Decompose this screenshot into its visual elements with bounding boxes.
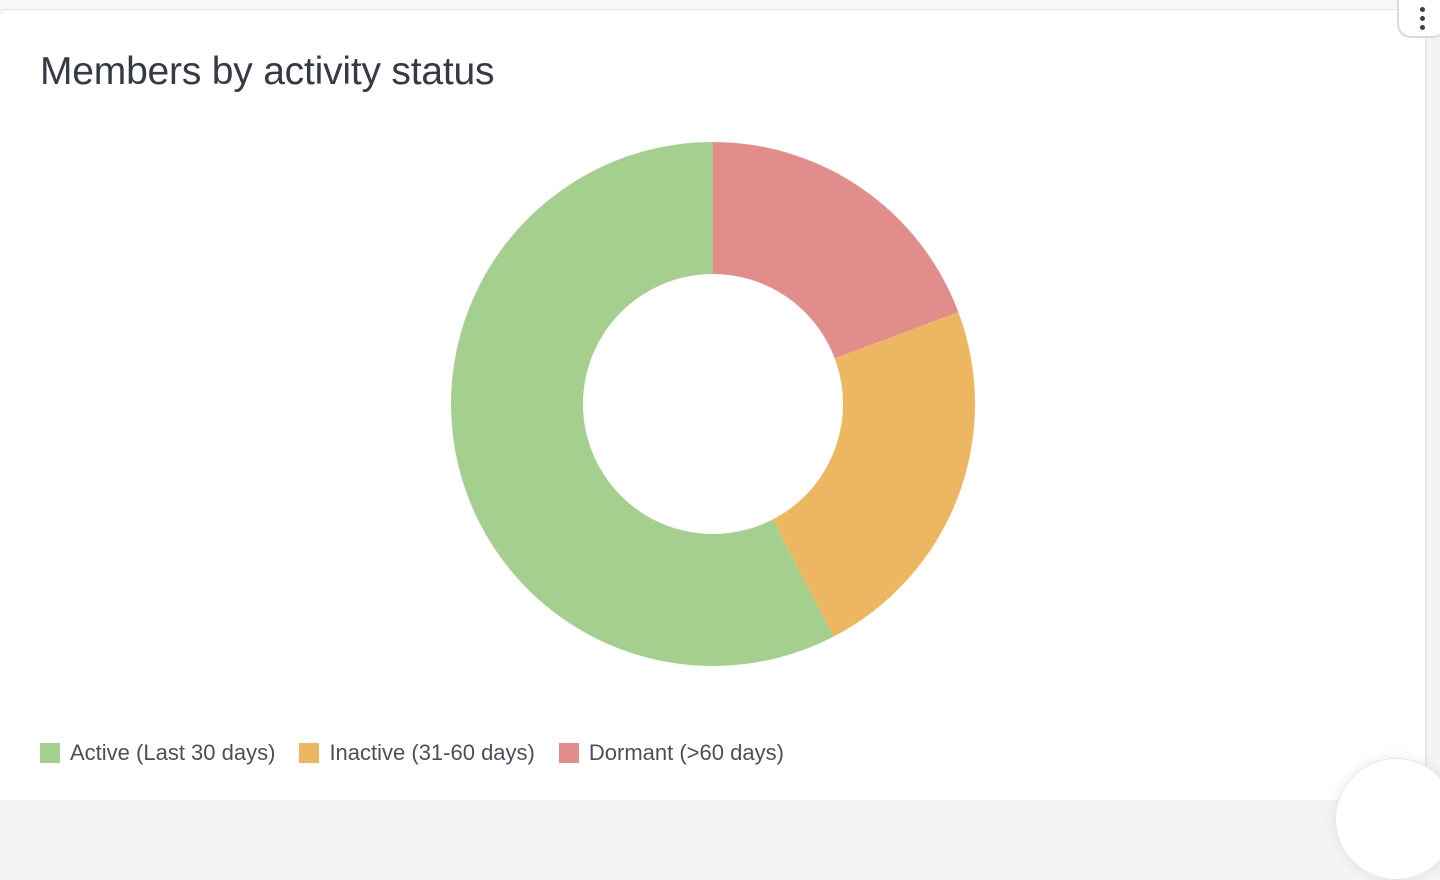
card-menu-button[interactable] — [1397, 0, 1440, 38]
donut-chart — [451, 142, 975, 667]
more-vertical-icon-dot — [1419, 15, 1425, 21]
floating-action-button[interactable] — [1335, 758, 1440, 880]
legend-swatch-active — [40, 743, 60, 763]
chart-legend: Active (Last 30 days) Inactive (31-60 da… — [40, 740, 808, 766]
donut-slice-dormant[interactable] — [713, 142, 959, 359]
legend-label: Dormant (>60 days) — [588, 740, 784, 765]
legend-label: Inactive (31-60 days) — [329, 740, 535, 765]
legend-swatch-inactive — [299, 743, 320, 763]
donut-slices — [451, 142, 975, 667]
donut-slice-active[interactable] — [451, 142, 834, 667]
legend-item-active[interactable]: Active (Last 30 days) — [40, 740, 275, 766]
legend-item-dormant[interactable]: Dormant (>60 days) — [558, 740, 784, 766]
top-strip — [0, 0, 1440, 10]
legend-item-inactive[interactable]: Inactive (31-60 days) — [299, 740, 535, 766]
legend-label: Active (Last 30 days) — [70, 740, 276, 765]
legend-swatch-dormant — [558, 743, 579, 763]
donut-slice-inactive[interactable] — [772, 312, 975, 637]
chart-title: Members by activity status — [40, 50, 495, 93]
more-vertical-icon — [1419, 6, 1425, 12]
chart-card: Members by activity status — [0, 10, 1427, 800]
more-vertical-icon-dot — [1419, 24, 1425, 30]
